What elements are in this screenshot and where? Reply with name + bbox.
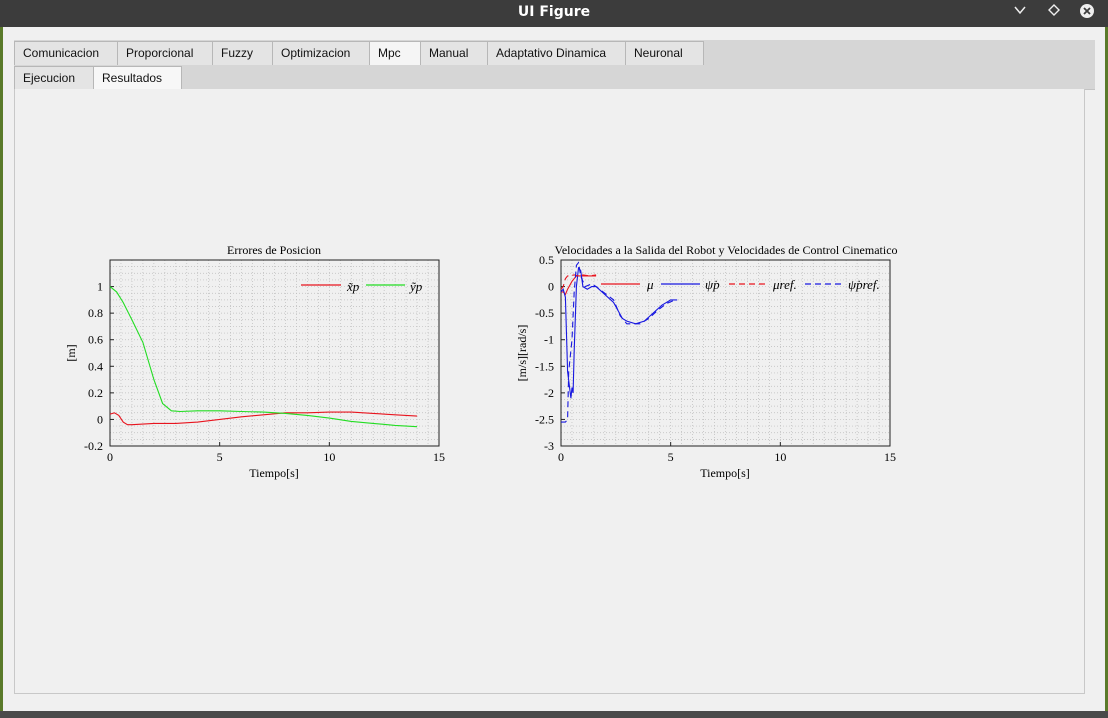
y-tick-label: -0.5 <box>535 306 554 320</box>
series-line-1 <box>561 275 597 296</box>
tab-label: Proporcional <box>126 46 194 60</box>
y-axis-label: [m] <box>64 344 78 361</box>
chart-grid <box>110 260 439 446</box>
x-tick-label: 5 <box>217 450 223 464</box>
y-tick-label: -2.5 <box>535 412 554 426</box>
minimize-icon[interactable] <box>1009 3 1031 23</box>
tab-label: Neuronal <box>634 46 683 60</box>
tab-label: Adaptativo Dinamica <box>496 46 607 60</box>
y-tick-label: 0.8 <box>88 306 103 320</box>
y-axis-label: [m/s][rad/s] <box>515 325 529 382</box>
close-icon[interactable] <box>1076 3 1098 23</box>
tab-proporcional[interactable]: Proporcional <box>117 41 213 65</box>
window-title: UI Figure <box>517 4 591 20</box>
position-error-chart: Errores de Posicion 0 5 10 15 -0.2 0 0.2 0.4 0.6… <box>64 243 445 480</box>
main-tab-bar: Comunicacion Proporcional Fuzzy Optimiza… <box>14 40 1095 67</box>
series-line-3 <box>560 274 597 290</box>
series-group <box>109 286 418 428</box>
x-tick-label: 5 <box>668 450 674 464</box>
charts-layer: Errores de Posicion 0 5 10 15-0.200.20.40.6… <box>64 243 898 480</box>
figure-window: Comunicacion Proporcional Fuzzy Optimiza… <box>3 27 1105 711</box>
series-group <box>560 261 678 423</box>
tab-resultados[interactable]: Resultados <box>93 66 182 90</box>
y-tick-label: 0.4 <box>88 359 103 373</box>
y-tick-label: -0.2 <box>84 439 103 453</box>
x-tick-label: 0 <box>558 450 564 464</box>
chart-title: Velocidades a la Salida del Robot y Velo… <box>554 243 897 257</box>
series-line-1 <box>109 411 418 426</box>
velocity-chart: Velocidades a la Salida del Robot y Velo… <box>515 243 898 480</box>
tab-label: Manual <box>429 46 469 60</box>
y-tick-label: -3 <box>544 439 554 453</box>
y-tick-label: -2 <box>544 386 554 400</box>
x-tick-label: 15 <box>433 450 445 464</box>
series-line-4 <box>561 261 676 423</box>
axis-ticks: 0 5 10 15 -0.2 0 0.2 0.4 0.6 0.8 1 <box>84 280 445 464</box>
x-tick-label: 15 <box>884 450 896 464</box>
maximize-icon[interactable] <box>1043 3 1065 23</box>
tab-mpc[interactable]: Mpc <box>369 41 421 65</box>
axis-ticks: 0 5 10 15 -3 -2.5 -2 -1.5 -1 -0.5 0 0.5 <box>535 253 896 464</box>
y-tick-label: 1 <box>97 280 103 294</box>
chart-legend: μ ψ̇p μref. ψ̇pref. <box>601 277 880 292</box>
legend-entry: ψ̇p <box>705 277 720 292</box>
tab-manual[interactable]: Manual <box>420 41 488 65</box>
y-tick-label: -1.5 <box>535 359 554 373</box>
tab-label: Fuzzy <box>221 46 254 60</box>
tab-fuzzy[interactable]: Fuzzy <box>212 41 273 65</box>
title-bar: UI Figure <box>0 0 1108 27</box>
tab-label: Mpc <box>378 46 401 60</box>
x-tick-label: 10 <box>323 450 335 464</box>
legend-entry: x̃p <box>346 279 360 294</box>
tab-ejecucion[interactable]: Ejecucion <box>14 66 94 89</box>
tab-optimizacion[interactable]: Optimizacion <box>272 41 370 65</box>
tab-adaptativo-dinamica[interactable]: Adaptativo Dinamica <box>487 41 626 65</box>
results-panel <box>14 89 1085 694</box>
legend-entry: ψ̇pref. <box>848 277 880 292</box>
y-tick-label: -1 <box>544 333 554 347</box>
legend-entry: ỹp <box>408 279 423 294</box>
x-axis-label: Tiempo[s] <box>249 466 299 480</box>
y-tick-label: 0.5 <box>539 253 554 267</box>
tab-neuronal[interactable]: Neuronal <box>625 41 704 65</box>
tab-label: Optimizacion <box>281 46 351 60</box>
tab-label: Ejecucion <box>23 71 76 85</box>
x-tick-label: 10 <box>774 450 786 464</box>
x-tick-label: 0 <box>107 450 113 464</box>
y-tick-label: 0.6 <box>88 333 103 347</box>
plot-area <box>560 259 891 447</box>
status-strip <box>0 711 1108 718</box>
tab-comunicacion[interactable]: Comunicacion <box>14 41 118 65</box>
legend-entry: μref. <box>772 277 797 292</box>
y-tick-label: 0 <box>97 412 103 426</box>
plot-area <box>109 259 440 447</box>
tab-label: Comunicacion <box>23 46 100 60</box>
y-tick-label: 0.2 <box>88 386 103 400</box>
legend-entry: μ <box>646 277 654 292</box>
x-axis-label: Tiempo[s] <box>700 466 750 480</box>
series-line-2 <box>109 286 418 428</box>
tab-label: Resultados <box>102 71 163 85</box>
chart-grid <box>561 260 890 446</box>
chart-legend: x̃p ỹp <box>301 279 423 294</box>
chart-title: Errores de Posicion <box>227 243 321 257</box>
y-tick-label: 0 <box>548 280 554 294</box>
